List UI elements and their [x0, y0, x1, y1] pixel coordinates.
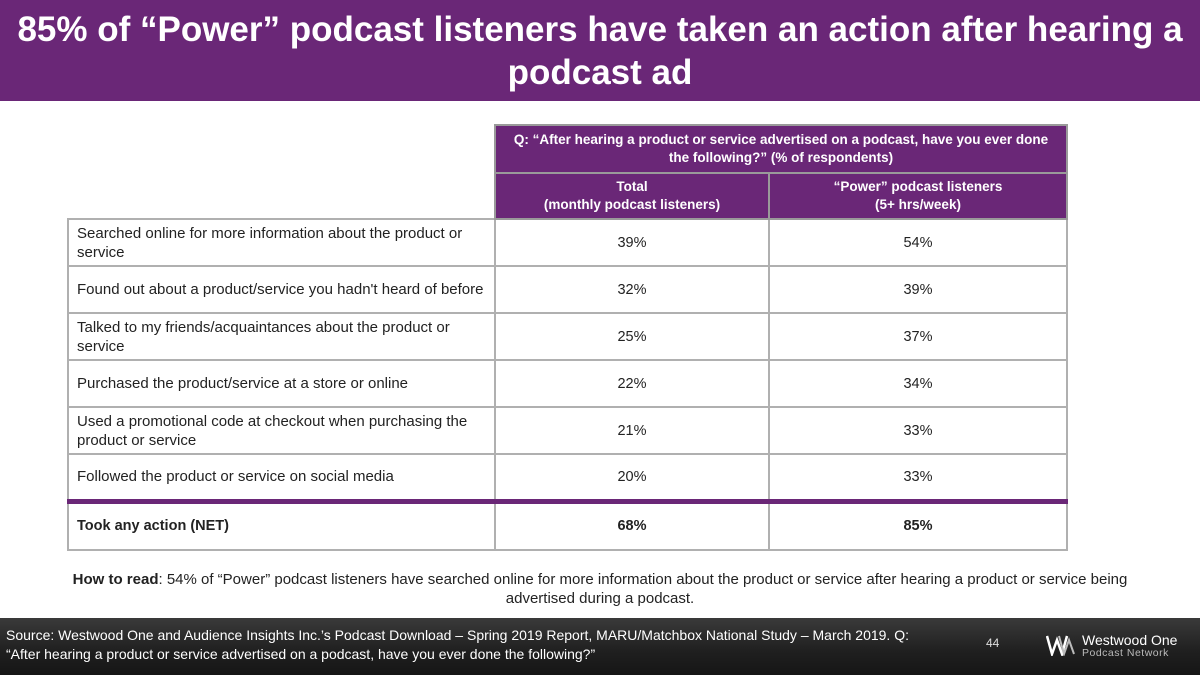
source-note: Source: Westwood One and Audience Insigh…: [6, 627, 909, 662]
question-header-row: Q: “After hearing a product or service a…: [68, 124, 1068, 174]
column-header-title: “Power” podcast listeners: [833, 179, 1003, 194]
total-value: 25%: [494, 312, 770, 361]
logo-subtitle: Podcast Network: [1082, 647, 1169, 659]
net-total-value: 68%: [494, 498, 770, 551]
table-row: Found out about a product/service you ha…: [67, 265, 1068, 314]
power-value: 33%: [768, 453, 1068, 502]
total-value: 22%: [494, 359, 770, 408]
column-header-row: Total (monthly podcast listeners) “Power…: [68, 172, 1068, 220]
column-header-power: “Power” podcast listeners (5+ hrs/week): [768, 172, 1068, 220]
net-row: Took any action (NET) 68% 85%: [67, 498, 1068, 551]
how-to-read-note: How to read: 54% of “Power” podcast list…: [40, 570, 1160, 608]
how-to-read-lead: How to read: [72, 571, 159, 588]
logo-name: Westwood One: [1082, 632, 1178, 648]
power-value: 37%: [768, 312, 1068, 361]
row-label: Purchased the product/service at a store…: [67, 359, 496, 408]
table-row: Used a promotional code at checkout when…: [67, 406, 1068, 455]
column-header-subtitle: (monthly podcast listeners): [543, 197, 721, 212]
power-value: 34%: [768, 359, 1068, 408]
table-row: Searched online for more information abo…: [67, 218, 1068, 267]
table-row: Purchased the product/service at a store…: [67, 359, 1068, 408]
power-value: 33%: [768, 406, 1068, 455]
westwood-one-logo: Westwood One Podcast Network: [1046, 632, 1186, 662]
power-value: 39%: [768, 265, 1068, 314]
row-label: Followed the product or service on socia…: [67, 453, 496, 502]
row-label: Talked to my friends/acquaintances about…: [67, 312, 496, 361]
table-row: Followed the product or service on socia…: [67, 453, 1068, 502]
row-label: Used a promotional code at checkout when…: [67, 406, 496, 455]
empty-header-cell: [68, 125, 495, 173]
total-value: 20%: [494, 453, 770, 502]
results-table: Q: “After hearing a product or service a…: [67, 124, 1068, 551]
power-value: 54%: [768, 218, 1068, 267]
total-value: 32%: [494, 265, 770, 314]
page-title: 85% of “Power” podcast listeners have ta…: [17, 9, 1183, 92]
column-header-title: Total: [616, 179, 648, 194]
row-label: Found out about a product/service you ha…: [67, 265, 496, 314]
net-label: Took any action (NET): [67, 498, 496, 551]
net-power-value: 85%: [768, 498, 1068, 551]
total-value: 21%: [494, 406, 770, 455]
empty-header-cell: [68, 173, 495, 219]
how-to-read-text: : 54% of “Power” podcast listeners have …: [158, 571, 1128, 607]
question-header: Q: “After hearing a product or service a…: [494, 124, 1068, 174]
total-value: 39%: [494, 218, 770, 267]
column-header-subtitle: (5+ hrs/week): [875, 197, 961, 212]
table-row: Talked to my friends/acquaintances about…: [67, 312, 1068, 361]
page-number: 44: [986, 636, 1000, 650]
column-header-total: Total (monthly podcast listeners): [494, 172, 770, 220]
row-label: Searched online for more information abo…: [67, 218, 496, 267]
wave-logo-icon: [1046, 635, 1075, 656]
title-bar: 85% of “Power” podcast listeners have ta…: [0, 0, 1200, 101]
footer: Source: Westwood One and Audience Insigh…: [0, 618, 1200, 675]
